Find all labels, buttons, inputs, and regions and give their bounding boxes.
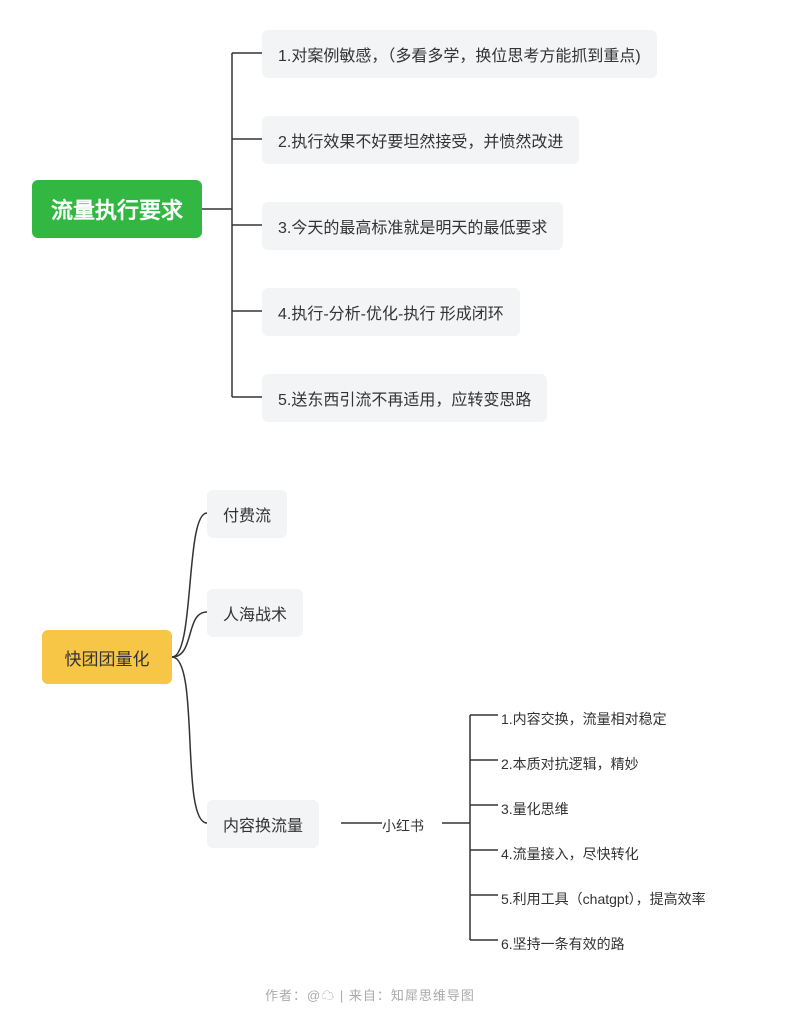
footer-source: 来自：知犀思维导图 bbox=[349, 988, 475, 1003]
leaf-xhs-1: 1.内容交换，流量相对稳定 bbox=[501, 705, 667, 733]
leaf-t1-4: 4.执行-分析-优化-执行 形成闭环 bbox=[262, 288, 520, 336]
leaf-xhs-2: 2.本质对抗逻辑，精妙 bbox=[501, 750, 639, 778]
root-ktt: 快团团量化 bbox=[42, 630, 172, 684]
leaf-xhs-3: 3.量化思维 bbox=[501, 795, 569, 823]
leaf-xhs-5: 5.利用工具（chatgpt），提高效率 bbox=[501, 885, 706, 913]
root-traffic-exec: 流量执行要求 bbox=[32, 180, 202, 238]
node-xhs: 小红书 bbox=[382, 812, 424, 840]
leaf-t1-1: 1.对案例敏感，（多看多学，换位思考方能抓到重点) bbox=[262, 30, 657, 78]
leaf-crowd: 人海战术 bbox=[207, 589, 303, 637]
leaf-paid: 付费流 bbox=[207, 490, 287, 538]
footer-author: 作者：@☁ bbox=[265, 988, 335, 1003]
leaf-content: 内容换流量 bbox=[207, 800, 319, 848]
leaf-xhs-6: 6.坚持一条有效的路 bbox=[501, 930, 625, 958]
footer-credit: 作者：@☁ | 来自：知犀思维导图 bbox=[265, 985, 475, 1004]
leaf-t1-5: 5.送东西引流不再适用，应转变思路 bbox=[262, 374, 547, 422]
footer-sep: | bbox=[340, 988, 349, 1003]
leaf-t1-2: 2.执行效果不好要坦然接受，并愤然改进 bbox=[262, 116, 579, 164]
leaf-xhs-4: 4.流量接入，尽快转化 bbox=[501, 840, 639, 868]
leaf-t1-3: 3.今天的最高标准就是明天的最低要求 bbox=[262, 202, 563, 250]
